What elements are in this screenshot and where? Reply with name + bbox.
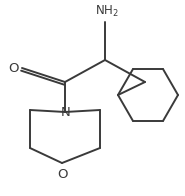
Text: O: O <box>57 168 67 181</box>
Text: N: N <box>61 105 71 119</box>
Text: NH$_2$: NH$_2$ <box>95 4 119 19</box>
Text: O: O <box>9 62 19 74</box>
